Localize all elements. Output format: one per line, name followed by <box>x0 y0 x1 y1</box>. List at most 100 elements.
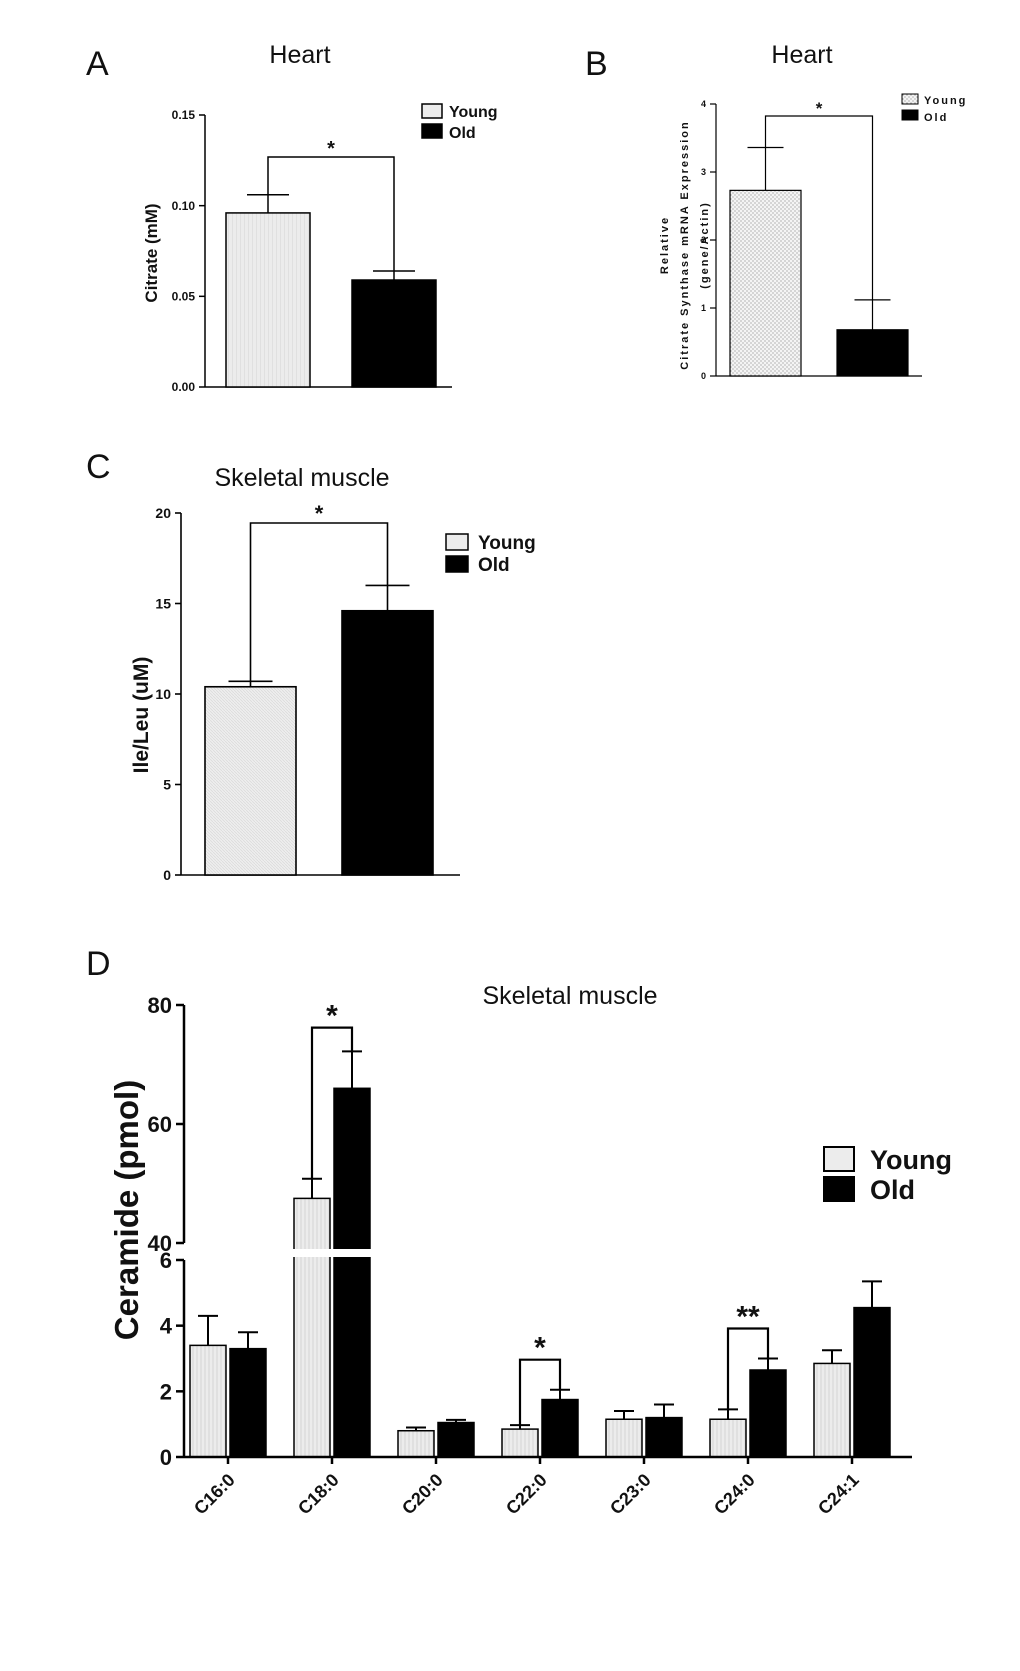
significance-bracket <box>249 522 389 682</box>
y-tick-label: 6 <box>160 1248 172 1273</box>
chart-a-bars: * <box>225 138 437 388</box>
legend-swatch-young <box>421 103 443 119</box>
legend-label-young: Young <box>478 533 536 554</box>
y-tick-label: 40 <box>148 1231 172 1256</box>
chart-panel-a: Heart Citrate (mM) 0.00 0.05 0.10 0.15 * Yo… <box>142 41 498 394</box>
x-tick-label: C22:0 <box>502 1470 551 1519</box>
chart-b-bars: * <box>729 99 909 377</box>
legend-swatch-young <box>901 93 919 105</box>
bar-young-c18-0 <box>293 1197 331 1458</box>
x-tick-label: C16:0 <box>190 1470 239 1519</box>
bar-old-c24-0 <box>749 1369 787 1458</box>
legend-label-young: Young <box>449 104 498 121</box>
bar-young <box>729 189 802 377</box>
chart-b-y-axis-label: Relative Citrate Synthase mRNA Expressio… <box>659 120 711 369</box>
panel-letter-a: A <box>86 45 109 83</box>
bar-young-c24-1 <box>813 1362 851 1458</box>
legend-label-young: Young <box>870 1145 952 1175</box>
bar-old-c24-1 <box>853 1306 891 1458</box>
chart-b-legend: Young Old <box>901 93 967 124</box>
significance-bracket <box>267 156 395 271</box>
bar-old-c20-0 <box>437 1421 475 1458</box>
chart-d-legend: Young Old <box>823 1145 952 1205</box>
x-tick-label: C24:1 <box>814 1470 863 1519</box>
significance-star: * <box>327 138 335 160</box>
x-tick-label: C20:0 <box>398 1470 447 1519</box>
panel-letter-b: B <box>585 45 608 83</box>
legend-swatch-old <box>901 109 919 121</box>
legend-swatch-old <box>421 123 443 139</box>
significance-bracket <box>764 115 874 300</box>
y-tick-label: 15 <box>155 595 171 611</box>
bar-young-c22-0 <box>501 1428 539 1458</box>
y-tick-label: 0.00 <box>172 380 196 394</box>
y-tick-label: 20 <box>155 505 171 521</box>
legend-label-old: Old <box>924 112 948 124</box>
bar-young-c24-0 <box>709 1418 747 1458</box>
y-tick-label: 0.15 <box>172 108 196 122</box>
significance-star: * <box>534 1332 546 1365</box>
y-tick-label: 0 <box>701 371 706 381</box>
x-tick-label: C18:0 <box>294 1470 343 1519</box>
y-tick-label: 5 <box>163 776 171 792</box>
bar-young <box>225 212 311 388</box>
chart-b-y-axis-label-line-2: Citrate Synthase mRNA Expression <box>679 120 691 369</box>
significance-star: ** <box>736 1301 760 1334</box>
y-tick-label: 60 <box>148 1112 172 1137</box>
chart-c-legend: Young Old <box>445 533 536 576</box>
y-tick-label: 0.10 <box>172 199 196 213</box>
chart-b-y-axis-label-line-1: Relative <box>659 216 671 274</box>
x-tick-label: C24:0 <box>710 1470 759 1519</box>
legend-label-young: Young <box>924 95 967 107</box>
chart-c-title: Skeletal muscle <box>214 464 389 492</box>
legend-swatch-young <box>445 533 469 551</box>
chart-c-bars: * <box>204 501 434 876</box>
y-tick-label: 2 <box>160 1379 172 1404</box>
chart-c-y-axis-label: Ile/Leu (uM) <box>130 657 153 774</box>
significance-star: * <box>816 99 823 118</box>
chart-d-y-axis-label: Ceramide (pmol) <box>108 1080 145 1340</box>
chart-d-bars: **** <box>189 1000 891 1458</box>
bar-young <box>204 685 297 876</box>
bar-old-c22-0 <box>541 1398 579 1458</box>
panel-letter-d: D <box>86 945 111 983</box>
y-tick-label: 0.05 <box>172 290 196 304</box>
x-tick-label: C23:0 <box>606 1470 655 1519</box>
y-tick-label: 3 <box>701 167 706 177</box>
chart-b-title: Heart <box>771 41 832 69</box>
bar-old-c18-0 <box>333 1087 371 1458</box>
legend-swatch-old <box>445 555 469 573</box>
y-tick-label: 0 <box>160 1445 172 1470</box>
legend-label-old: Old <box>478 555 510 576</box>
bar-old-c16-0 <box>229 1347 267 1458</box>
legend-label-old: Old <box>449 125 476 142</box>
chart-panel-b: Heart Relative Citrate Synthase mRNA Exp… <box>659 41 967 381</box>
significance-star: * <box>315 501 324 526</box>
axis-break-gap <box>170 1249 390 1257</box>
bar-old <box>351 279 437 388</box>
chart-d-title: Skeletal muscle <box>482 982 657 1010</box>
chart-a-title: Heart <box>269 41 330 69</box>
y-tick-label: 4 <box>701 99 706 109</box>
chart-b-y-axis-label-line-3: (gene/Actin) <box>699 201 711 289</box>
y-tick-label: 2 <box>701 235 706 245</box>
bar-old-c23-0 <box>645 1416 683 1458</box>
significance-star: * <box>326 1000 338 1033</box>
y-tick-label: 0 <box>163 867 171 883</box>
y-tick-label: 4 <box>160 1314 173 1339</box>
chart-a-y-axis-label: Citrate (mM) <box>142 203 161 302</box>
significance-bracket <box>310 1026 354 1179</box>
bar-young-c23-0 <box>605 1418 643 1458</box>
bar-old <box>836 329 909 377</box>
significance-bracket <box>726 1327 770 1410</box>
y-tick-label: 10 <box>155 686 171 702</box>
y-tick-label: 1 <box>701 303 706 313</box>
bar-young-c20-0 <box>397 1429 435 1458</box>
significance-bracket <box>518 1358 562 1426</box>
y-tick-label: 80 <box>148 993 172 1018</box>
bar-old <box>341 609 434 876</box>
legend-label-old: Old <box>870 1175 915 1205</box>
chart-panel-d: Skeletal muscle Ceramide (pmol) **** You… <box>108 982 952 1518</box>
